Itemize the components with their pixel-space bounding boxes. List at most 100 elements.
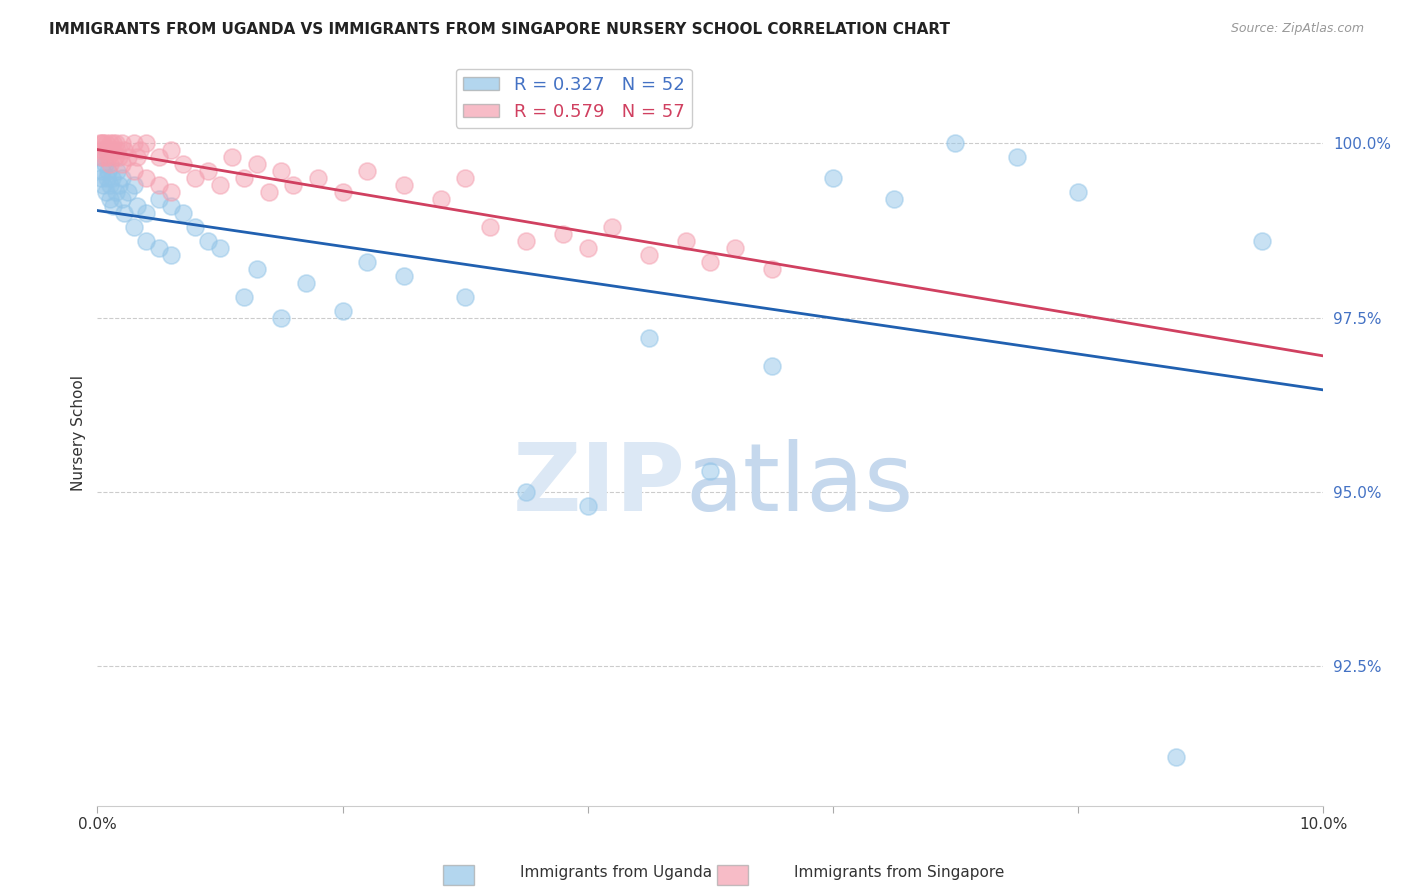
Point [91,143,114,157]
Point [122,178,145,193]
Point [221,150,243,164]
Point [761,359,783,374]
Point [257,185,280,199]
Point [283,178,305,193]
Text: Source: ZipAtlas.com: Source: ZipAtlas.com [1230,22,1364,36]
Point [208,241,231,255]
Point [307,171,329,186]
Point [98,178,121,193]
Point [111,192,134,206]
Point [122,164,145,178]
Point [103,150,125,164]
Point [108,150,131,164]
Point [270,164,292,178]
Point [246,261,269,276]
Point [104,185,127,199]
Point [160,248,183,262]
Point [246,157,269,171]
Point [125,150,148,164]
Point [332,185,354,199]
Point [125,199,148,213]
Point [105,143,128,157]
Point [94,136,117,151]
Text: Immigrants from Uganda: Immigrants from Uganda [520,865,713,880]
Y-axis label: Nursery School: Nursery School [72,375,86,491]
Point [172,206,194,220]
Text: Immigrants from Singapore: Immigrants from Singapore [794,865,1005,880]
Point [112,143,135,157]
Point [103,199,125,213]
Point [638,331,661,345]
Text: IMMIGRANTS FROM UGANDA VS IMMIGRANTS FROM SINGAPORE NURSERY SCHOOL CORRELATION C: IMMIGRANTS FROM UGANDA VS IMMIGRANTS FRO… [49,22,950,37]
Point [96,143,118,157]
Point [454,290,477,304]
Point [392,178,415,193]
Point [233,290,256,304]
Point [294,276,316,290]
Point [1067,185,1090,199]
Point [184,219,207,234]
Point [103,136,125,151]
Point [197,234,219,248]
Point [98,192,121,206]
Point [761,261,783,276]
Point [98,157,121,171]
Point [148,241,170,255]
Point [699,254,721,268]
Point [160,185,183,199]
Point [101,143,124,157]
Point [160,143,183,157]
Point [93,136,115,151]
Point [332,303,354,318]
Point [135,136,157,151]
Point [515,234,537,248]
Point [883,192,905,206]
Point [576,499,599,513]
Point [699,464,721,478]
Point [515,484,537,499]
Point [197,164,219,178]
Point [93,150,115,164]
Point [97,150,120,164]
Point [101,171,124,186]
Point [89,150,111,164]
Point [945,136,967,151]
Point [122,219,145,234]
Point [172,157,194,171]
Point [97,164,120,178]
Point [821,171,844,186]
Point [111,136,134,151]
Point [90,150,112,164]
Point [429,192,451,206]
Point [724,241,747,255]
Point [675,234,697,248]
Point [89,136,111,151]
Point [233,171,256,186]
Point [94,185,117,199]
Text: ZIP: ZIP [513,439,686,531]
Point [135,234,157,248]
Point [122,136,145,151]
Point [117,150,139,164]
Point [148,192,170,206]
Point [105,164,128,178]
Point [93,178,115,193]
Point [111,171,134,186]
Point [148,150,170,164]
Legend: R = 0.327   N = 52, R = 0.579   N = 57: R = 0.327 N = 52, R = 0.579 N = 57 [456,69,692,128]
Point [392,268,415,283]
Point [553,227,575,241]
Point [184,171,207,186]
Point [129,143,152,157]
Point [576,241,599,255]
Point [135,171,157,186]
Point [356,254,378,268]
Point [454,171,477,186]
Point [90,171,112,186]
Point [1166,749,1188,764]
Point [1005,150,1028,164]
Point [96,171,118,186]
Point [135,206,157,220]
Point [104,136,127,151]
Point [98,136,121,151]
